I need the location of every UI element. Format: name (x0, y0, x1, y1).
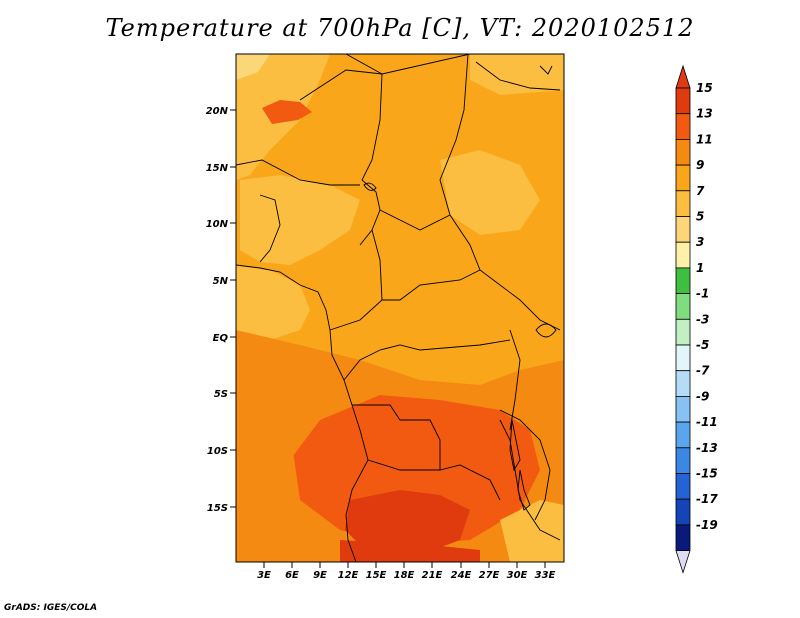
colorbar-segment (675, 447, 691, 474)
colorbar-top-arrow (675, 64, 691, 89)
longitude-axis: 3E 6E 9E 12E 15E 18E 21E 24E 27E 30E 33E (257, 562, 556, 581)
colorbar-segment (675, 395, 691, 423)
lon-label: 6E (285, 570, 299, 581)
colorbar-label: 3 (696, 235, 704, 249)
colorbar-segment (675, 370, 691, 397)
colorbar-segment (675, 164, 691, 192)
lat-label: 15N (206, 163, 229, 174)
lon-label: 12E (338, 570, 359, 581)
map-title: Temperature at 700hPa [C], VT: 202010251… (105, 14, 695, 42)
lon-label: 33E (535, 570, 556, 581)
colorbar-label: 5 (696, 210, 704, 224)
colorbar-label: -17 (696, 492, 718, 506)
colorbar-segment (675, 524, 691, 552)
colorbar-label: -9 (696, 389, 709, 403)
northwest-light (236, 54, 270, 80)
colorbar-label: -11 (696, 415, 718, 429)
colorbar-segment (675, 344, 691, 372)
colorbar-label: -19 (696, 518, 718, 532)
lon-label: 30E (507, 570, 528, 581)
colorbar-label: 9 (696, 158, 704, 172)
hot-core (345, 490, 470, 555)
temperature-field (236, 54, 564, 562)
colorbar-bottom-arrow (675, 550, 691, 574)
lat-label: 10S (207, 446, 228, 457)
lat-label: EQ (213, 333, 229, 344)
colorbar-segment (675, 113, 691, 140)
map-frame (235, 53, 565, 563)
colorbar: 15 13 11 9 7 5 3 1 -1 -3 -5 -7 -9 -11 -13 -15 -17 -19 (675, 64, 718, 574)
hot-core-south (340, 540, 480, 562)
lat-label: 10N (206, 219, 229, 230)
lon-label: 18E (394, 570, 415, 581)
lat-label: 5S (214, 389, 228, 400)
lon-label: 21E (422, 570, 443, 581)
colorbar-label: 13 (696, 107, 713, 121)
lon-label: 24E (451, 570, 472, 581)
credit-label: GrADS: IGES/COLA (4, 603, 98, 613)
lon-label: 15E (366, 570, 387, 581)
lat-label: 20N (206, 106, 229, 117)
colorbar-segment (675, 293, 691, 320)
latitude-axis: 20N 15N 10N 5N EQ 5S 10S 15S (206, 106, 236, 514)
warm-spot-north (262, 100, 312, 124)
colorbar-segment (675, 267, 691, 294)
lat-label: 5N (213, 276, 229, 287)
coastlines-borders (236, 54, 561, 562)
colorbar-segment (675, 241, 691, 269)
colorbar-label: 15 (696, 81, 713, 95)
lon-label: 9E (313, 570, 327, 581)
colorbar-label: 11 (696, 132, 713, 146)
southeast-light (500, 500, 564, 562)
colorbar-segment (675, 498, 691, 526)
colorbar-segment (675, 473, 691, 500)
colorbar-segment (675, 138, 691, 166)
northeast-light (470, 54, 564, 95)
lakes (363, 182, 557, 511)
colorbar-label: -5 (696, 338, 709, 352)
east-light (440, 150, 540, 235)
colorbar-label: -3 (696, 312, 709, 326)
colorbar-segment (675, 190, 691, 217)
sea-southwest (236, 430, 330, 562)
colorbar-segment (675, 318, 691, 346)
guinea-coast (236, 265, 310, 345)
colorbar-segment (675, 87, 691, 115)
colorbar-label: -15 (696, 467, 718, 481)
lon-label: 3E (257, 570, 271, 581)
colorbar-label: -1 (696, 287, 709, 301)
lon-label: 27E (479, 570, 500, 581)
colorbar-label: -13 (696, 441, 718, 455)
colorbar-segment (675, 216, 691, 243)
colorbar-segment (675, 421, 691, 449)
colorbar-label: 7 (696, 184, 705, 198)
colorbar-label: -7 (696, 364, 710, 378)
lat-label: 15S (207, 503, 228, 514)
sahel-light (240, 175, 360, 265)
colorbar-label: 1 (696, 261, 704, 275)
